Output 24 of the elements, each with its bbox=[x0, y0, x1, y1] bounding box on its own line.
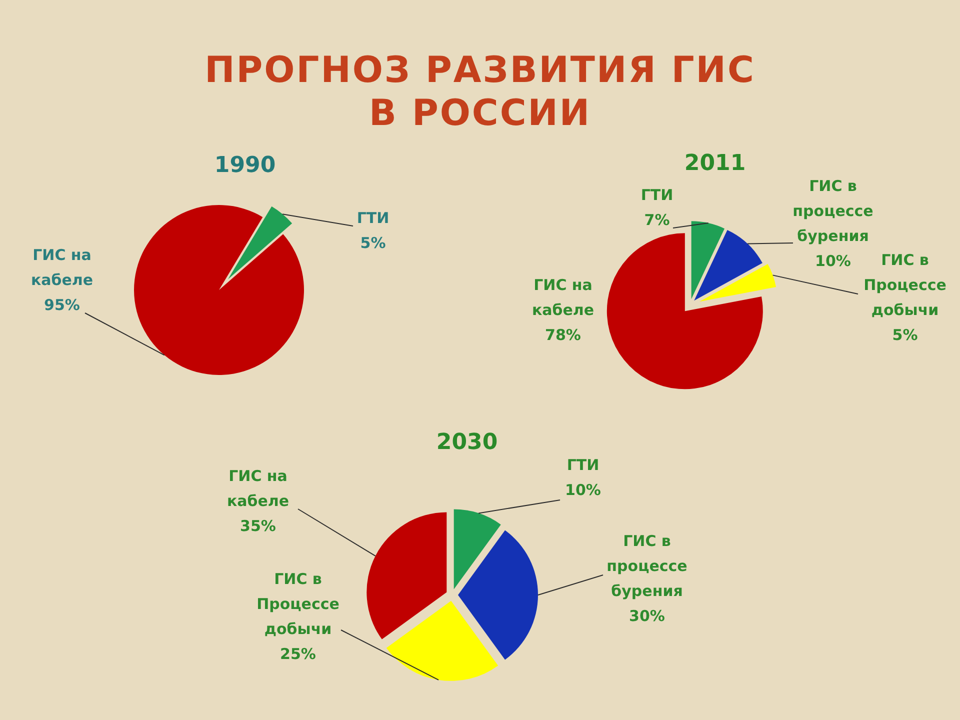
chart-title: 1990 bbox=[214, 153, 276, 178]
data-label: 25% bbox=[280, 645, 316, 663]
data-label: 95% bbox=[44, 296, 80, 314]
slice-label: ГИС на кабеле bbox=[226, 467, 290, 510]
slice-label: ГИС на кабеле bbox=[532, 276, 594, 319]
data-label: 35% bbox=[240, 517, 276, 535]
data-label: 5% bbox=[892, 326, 918, 344]
data-label: 10% bbox=[565, 481, 601, 499]
slice-label: ГИС на кабеле bbox=[30, 246, 94, 289]
chart-title: 2011 bbox=[684, 151, 746, 176]
data-label: 5% bbox=[360, 234, 386, 252]
slice-label: ГИС в процессе бурения bbox=[606, 532, 688, 600]
slice-label: ГТИ bbox=[566, 456, 600, 474]
slice-label: ГИС в процессе бурения bbox=[792, 177, 874, 245]
slice-label: ГИС в Процессе добычи bbox=[256, 570, 340, 638]
data-label: 78% bbox=[545, 326, 581, 344]
data-label: 7% bbox=[644, 211, 670, 229]
slice-label: ГИС в Процессе добычи bbox=[864, 251, 946, 319]
slice-label: ГТИ bbox=[356, 209, 390, 227]
chart-title: 2030 bbox=[436, 430, 498, 455]
text: ПРОГНОЗ РАЗВИТИЯ ГИС В РОССИИ bbox=[204, 49, 756, 135]
data-label: 30% bbox=[629, 607, 665, 625]
slice-label: ГТИ bbox=[640, 186, 674, 204]
data-label: 10% bbox=[815, 252, 851, 270]
